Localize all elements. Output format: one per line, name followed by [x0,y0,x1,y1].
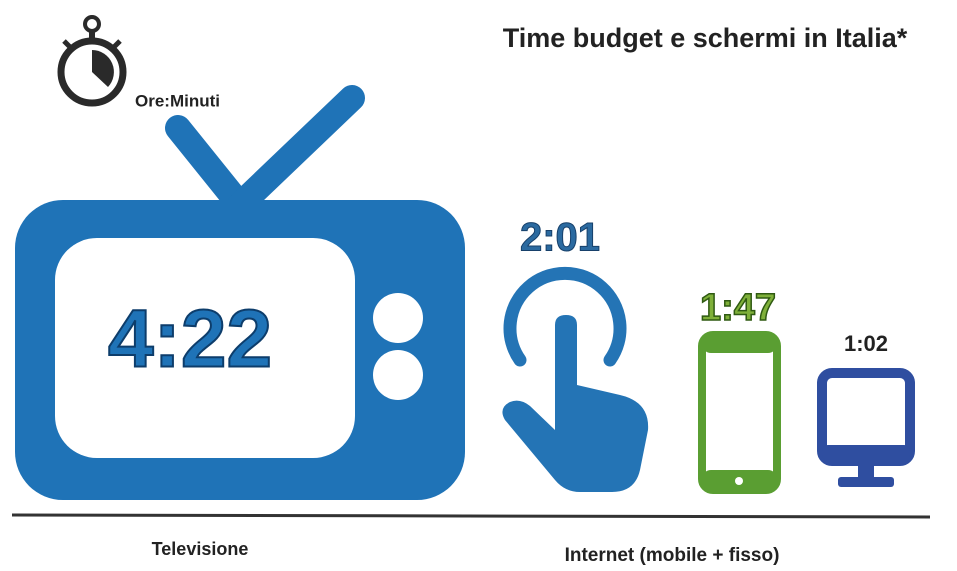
stopwatch-icon [57,15,127,107]
desktop-icon [817,368,915,487]
desktop-time: 1:02 [844,331,888,356]
phone-icon [698,331,781,494]
unit-label: Ore:Minuti [135,91,220,110]
title: Time budget e schermi in Italia* [503,23,908,53]
caption: Televisione [152,539,249,559]
phone-time: 1:47 [700,287,776,329]
touch-time: 2:01 [520,216,600,260]
tv-time: 4:22 [108,294,272,385]
caption: Internet (mobile + fisso) [565,545,780,566]
divider [11,513,931,519]
tv-icon [15,85,465,500]
touch-icon [502,266,649,492]
